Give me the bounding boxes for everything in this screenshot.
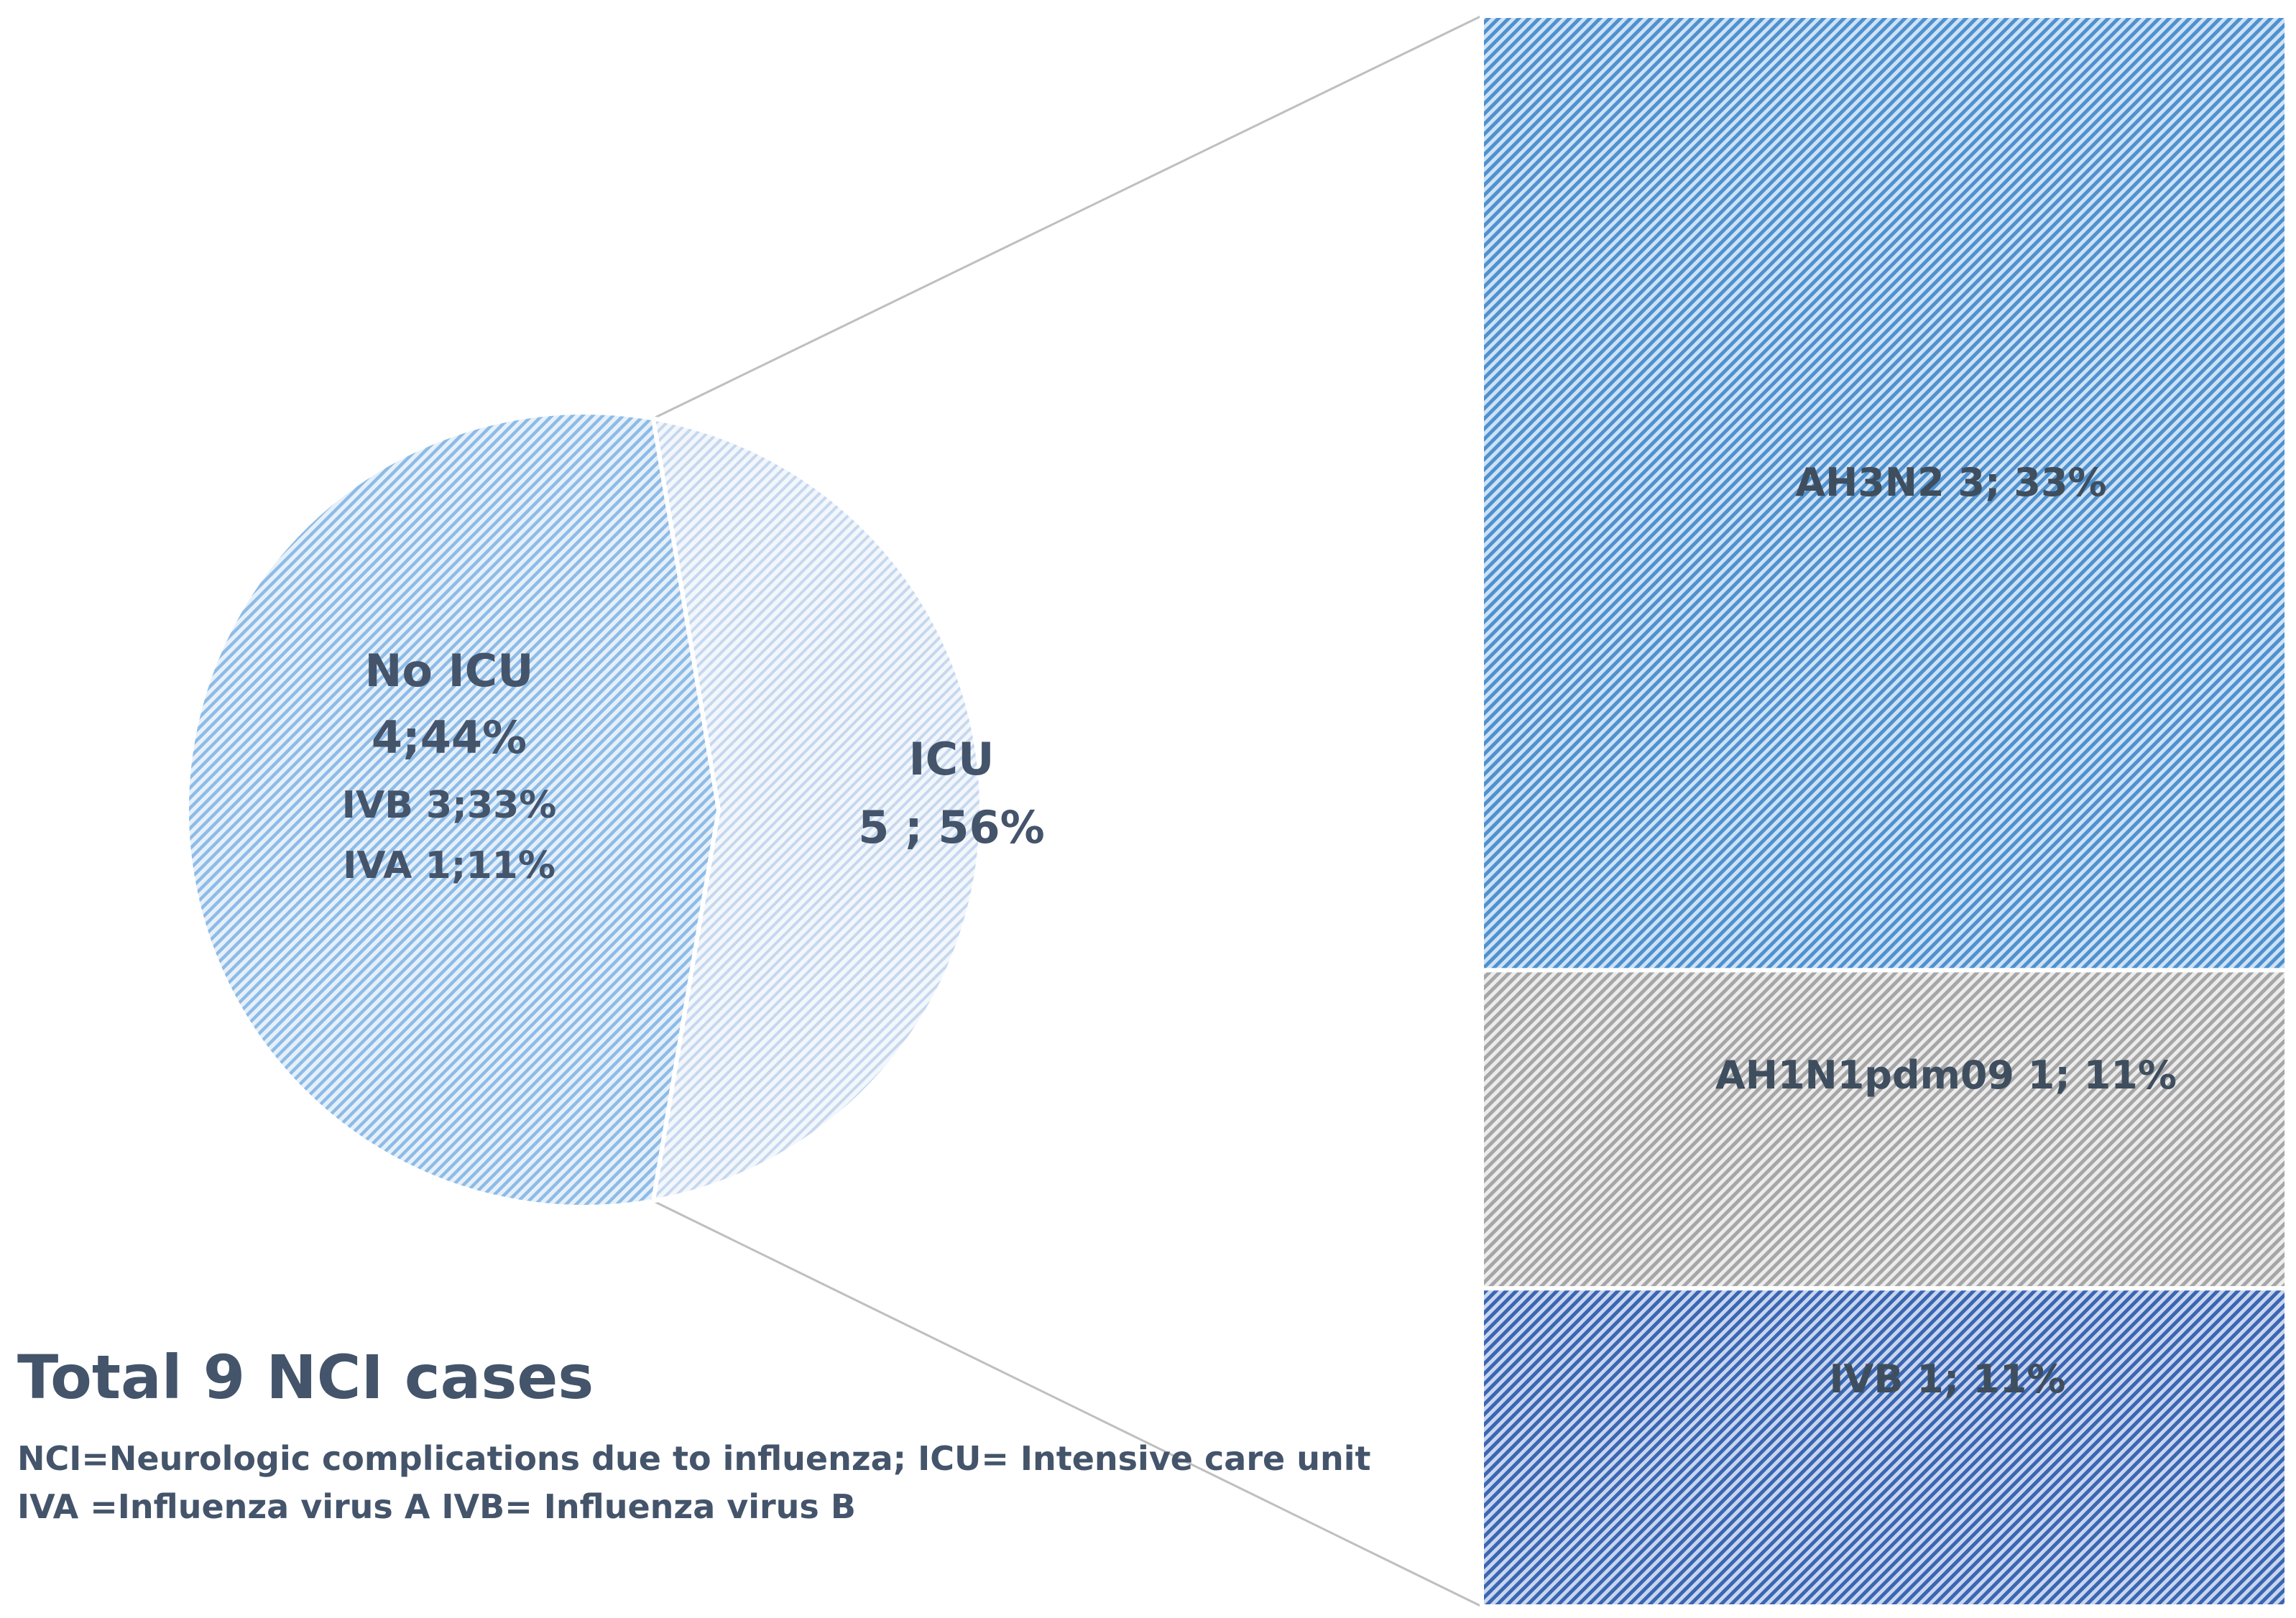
- pie-value-no-icu: 4;44%: [372, 711, 527, 764]
- bar-segment-ivb: [1480, 1286, 2289, 1609]
- connector-line-top: [653, 14, 1483, 420]
- bar-label-ivb: IVB 1; 11%: [1829, 1356, 2065, 1402]
- bar-segment-ah1n1pdm09: [1480, 968, 2289, 1291]
- pie-slice-no-icu: [185, 410, 721, 1209]
- pie-slice-icu: [650, 415, 984, 1204]
- abbreviation-note-1: NCI=Neurologic complications due to infl…: [17, 1439, 1371, 1478]
- pie-sublabel-iva: IVA 1;11%: [343, 844, 555, 887]
- pie-value-icu: 5 ; 56%: [858, 801, 1045, 854]
- bar-label-ah3n2: AH3N2 3; 33%: [1795, 460, 2106, 505]
- bar-label-ah1n1pdm09: AH1N1pdm09 1; 11%: [1715, 1053, 2177, 1098]
- pie-label-no-icu: No ICU: [365, 644, 534, 697]
- bar-segment-ah3n2: [1480, 14, 2289, 973]
- abbreviation-note-2: IVA =Influenza virus A IVB= Influenza vi…: [17, 1487, 856, 1526]
- connector-line-bottom: [653, 1200, 1483, 1608]
- pie-sublabel-ivb: IVB 3;33%: [342, 784, 557, 827]
- pie-label-icu: ICU: [909, 733, 995, 785]
- chart-title: Total 9 NCI cases: [17, 1342, 594, 1413]
